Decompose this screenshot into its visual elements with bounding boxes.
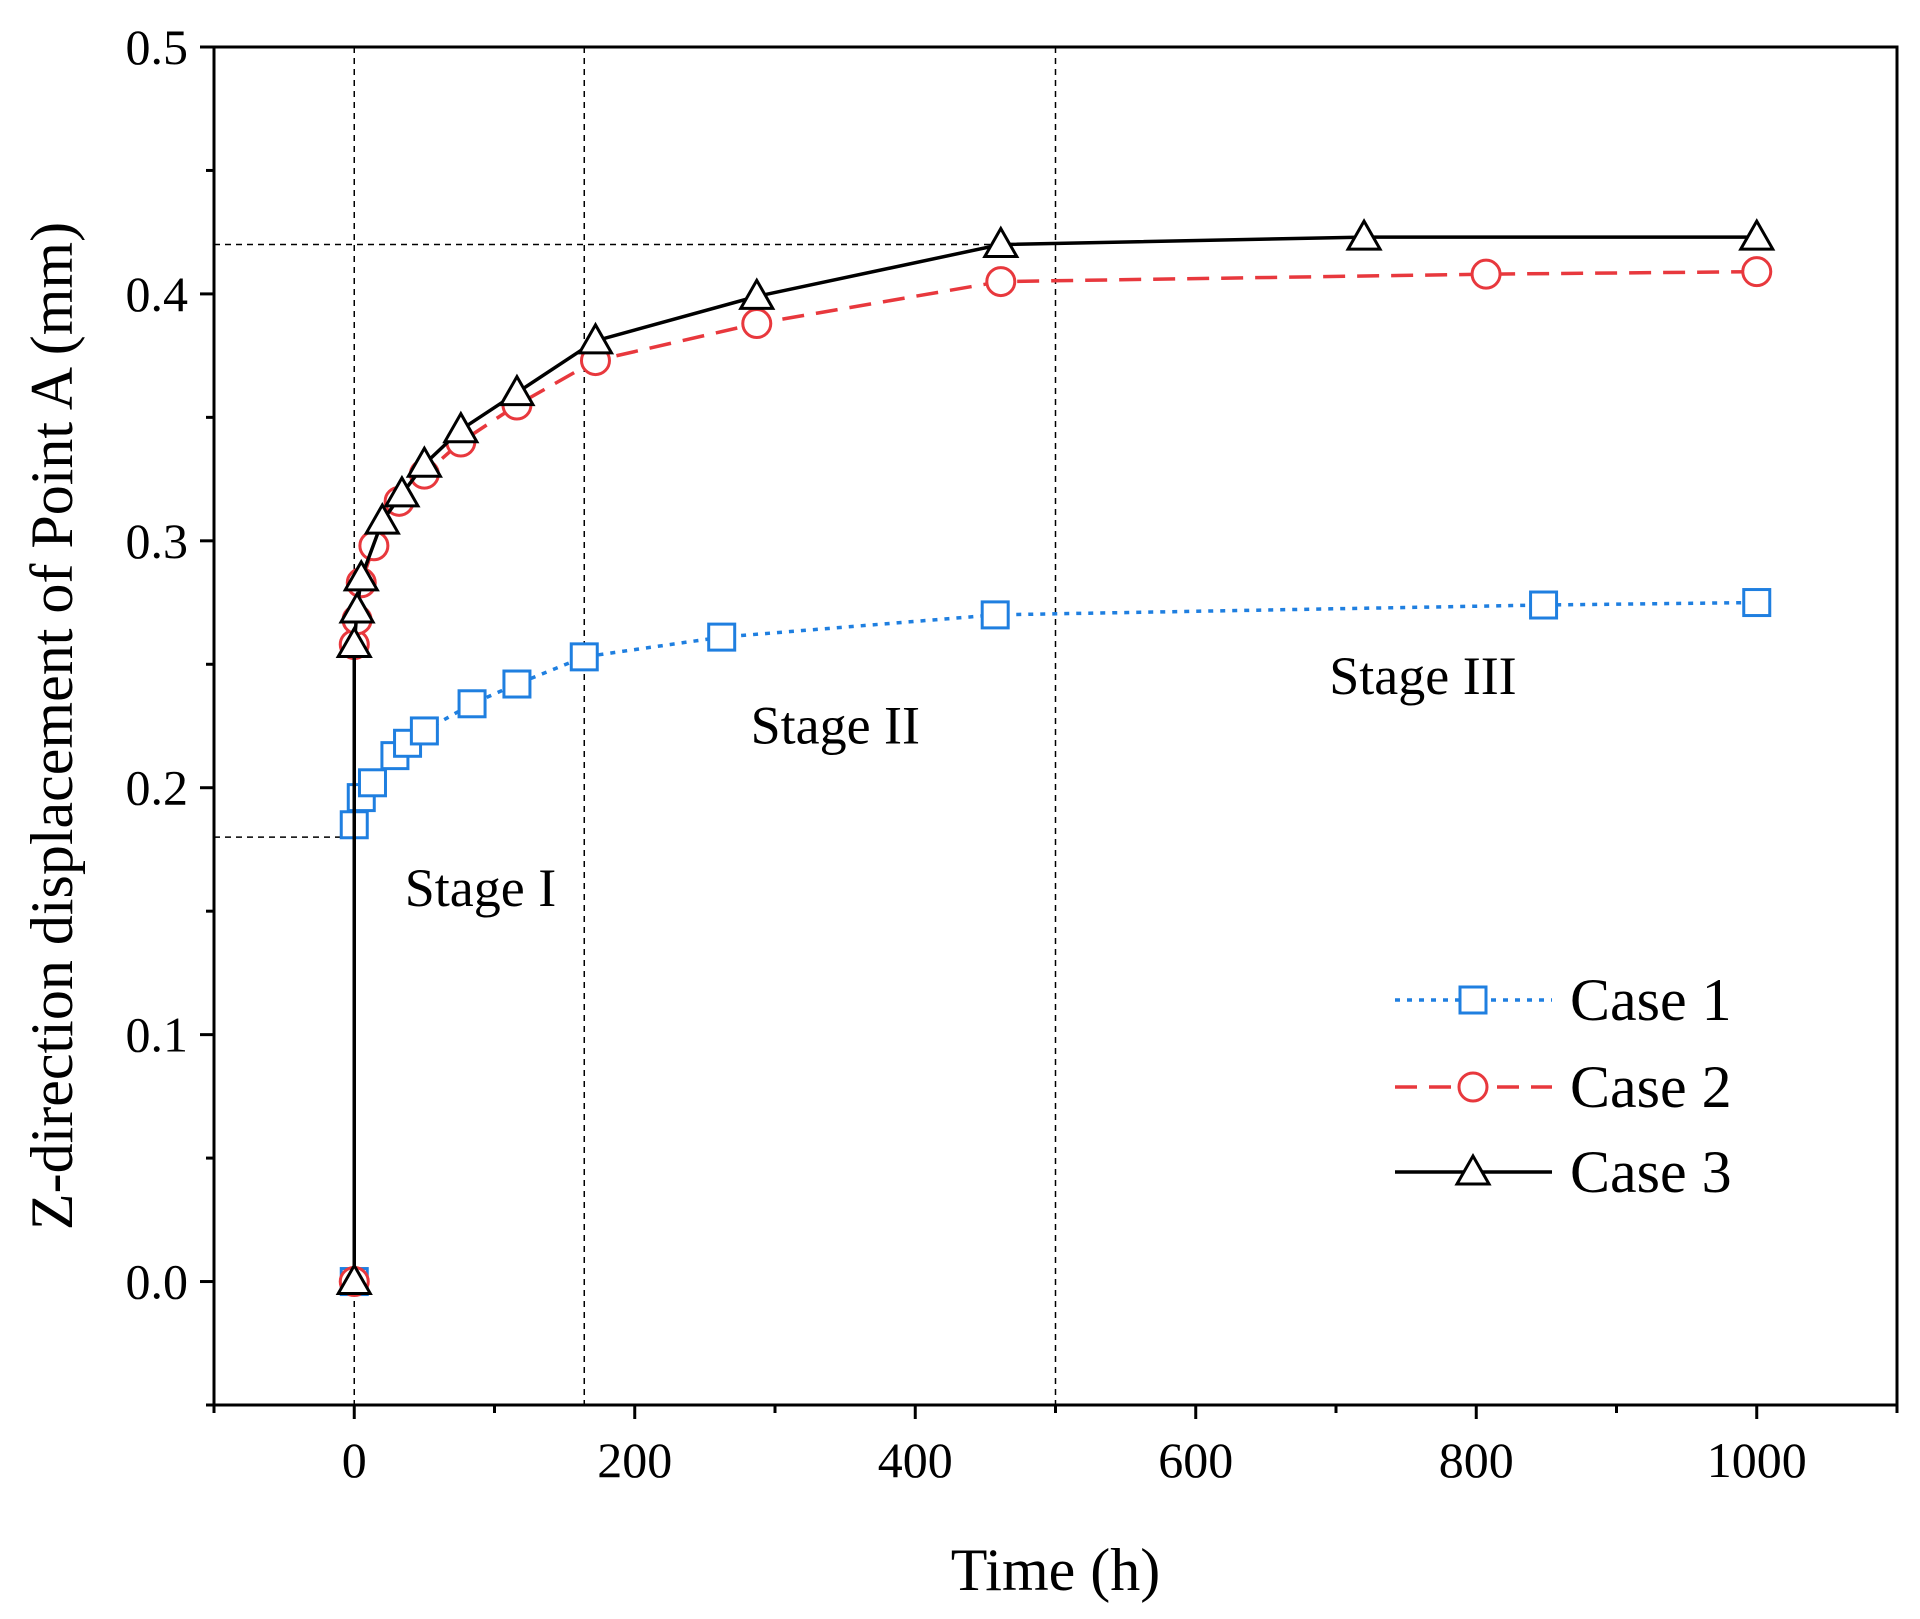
data-point bbox=[738, 277, 776, 310]
legend-label: Case 1 bbox=[1570, 967, 1732, 1033]
x-tick-label: 1000 bbox=[1707, 1432, 1807, 1488]
x-tick-label: 0 bbox=[342, 1432, 367, 1488]
data-point bbox=[741, 308, 773, 340]
legend-label: Case 3 bbox=[1570, 1139, 1732, 1205]
series-layer bbox=[335, 218, 1776, 1298]
data-point bbox=[980, 600, 1010, 630]
y-tick-label: 0.0 bbox=[126, 1254, 189, 1310]
y-axis-title: Z-direction displacement of Point A (mm) bbox=[19, 222, 85, 1230]
series-line bbox=[352, 600, 1757, 1282]
y-tick-label: 0.3 bbox=[126, 513, 189, 569]
data-point bbox=[1470, 258, 1502, 290]
data-point bbox=[405, 445, 443, 478]
stage-label: Stage I bbox=[405, 858, 556, 918]
axis-ticks: 0 200 400 600 800 1000 0.0 0.1 0.2 0.3 0.4 0.5 bbox=[126, 19, 1899, 1488]
data-point bbox=[1741, 256, 1773, 288]
data-point bbox=[498, 373, 536, 407]
x-tick-label: 400 bbox=[878, 1432, 953, 1488]
legend-item: Case 2 bbox=[1395, 1054, 1732, 1120]
data-point bbox=[357, 768, 387, 798]
data-point bbox=[569, 642, 599, 672]
data-point bbox=[985, 266, 1017, 298]
data-point bbox=[1345, 218, 1383, 251]
legend-marker bbox=[1454, 1152, 1492, 1186]
data-point bbox=[1742, 588, 1772, 618]
reference-lines bbox=[214, 47, 1057, 1405]
legend-item: Case 3 bbox=[1395, 1139, 1732, 1205]
data-point bbox=[1529, 590, 1559, 620]
data-point bbox=[442, 410, 480, 444]
stage-label: Stage III bbox=[1329, 646, 1516, 706]
data-point bbox=[1738, 218, 1776, 251]
stage-annotations: Stage I Stage II Stage III bbox=[405, 646, 1517, 918]
data-point bbox=[342, 558, 380, 592]
series-line bbox=[352, 269, 1757, 1282]
stage-label: Stage II bbox=[751, 695, 920, 755]
data-point bbox=[335, 625, 373, 659]
y-tick-label: 0.4 bbox=[126, 266, 189, 322]
data-point bbox=[409, 716, 439, 746]
legend-item: Case 1 bbox=[1395, 967, 1732, 1033]
data-point bbox=[335, 1262, 373, 1296]
legend-marker bbox=[1457, 1071, 1489, 1103]
legend-marker bbox=[1458, 985, 1488, 1015]
x-tick-label: 200 bbox=[597, 1432, 672, 1488]
data-point bbox=[383, 474, 421, 508]
x-axis-title: Time (h) bbox=[951, 1537, 1160, 1603]
data-point bbox=[502, 669, 532, 699]
data-point bbox=[707, 622, 737, 652]
legend-label: Case 2 bbox=[1570, 1054, 1732, 1120]
series-3 bbox=[335, 218, 1776, 1296]
x-tick-label: 600 bbox=[1158, 1432, 1233, 1488]
y-tick-label: 0.5 bbox=[126, 19, 189, 75]
y-tick-label: 0.2 bbox=[126, 760, 189, 816]
legend: Case 1 Case 2 Case 3 bbox=[1395, 967, 1732, 1205]
data-point bbox=[338, 590, 376, 624]
y-tick-label: 0.1 bbox=[126, 1007, 189, 1063]
data-point bbox=[982, 225, 1020, 259]
data-point bbox=[363, 502, 401, 535]
x-tick-label: 800 bbox=[1439, 1432, 1514, 1488]
data-point bbox=[457, 689, 487, 719]
data-point bbox=[576, 321, 615, 355]
